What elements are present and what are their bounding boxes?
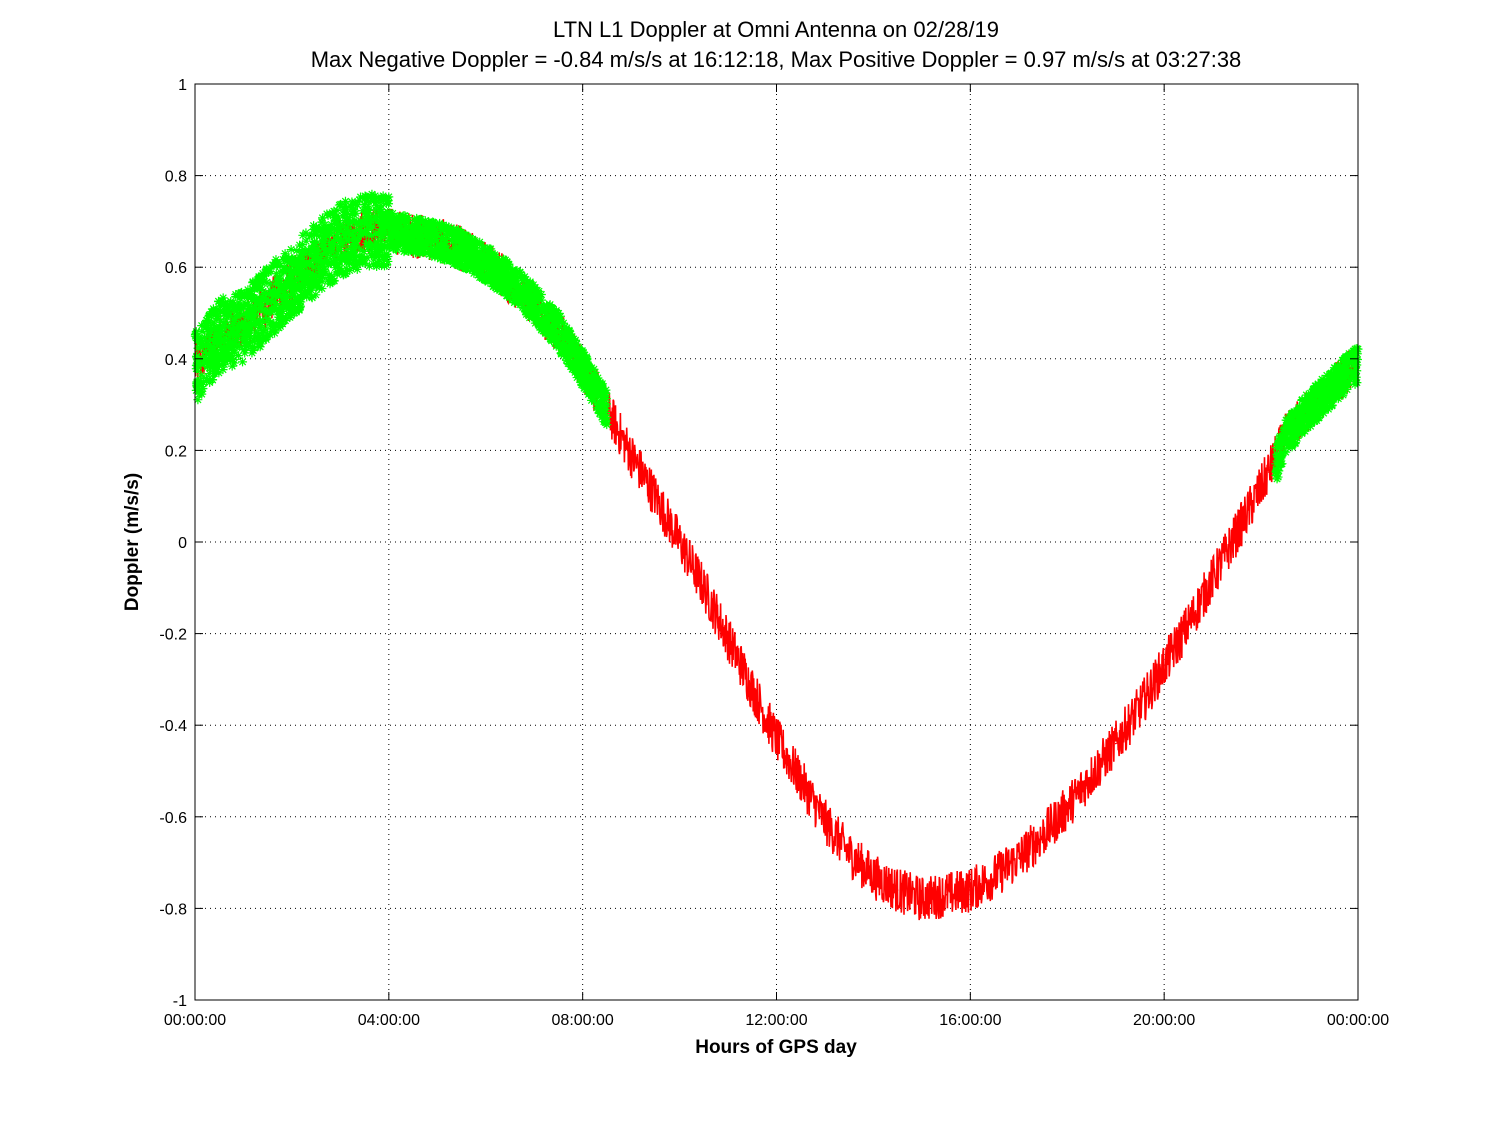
y-tick-label: -0.4 xyxy=(159,718,187,735)
chart-subtitle: Max Negative Doppler = -0.84 m/s/s at 16… xyxy=(311,47,1242,72)
data-point xyxy=(775,738,778,740)
series-1 xyxy=(190,189,612,430)
data-point xyxy=(678,541,681,543)
x-tick-label: 20:00:00 xyxy=(1133,1012,1195,1029)
data-point xyxy=(799,779,802,781)
data-point xyxy=(556,329,560,333)
axis-ticks: 00:00:00 04:00:00 08:00:00 12:00:00 16:00:00… xyxy=(159,77,1389,1029)
data-point xyxy=(630,454,632,456)
data-point xyxy=(945,893,947,896)
data-point xyxy=(1308,407,1312,411)
data-point xyxy=(824,820,826,823)
data-point xyxy=(435,238,439,242)
data-point xyxy=(993,875,996,878)
data-point xyxy=(703,587,705,589)
data-point xyxy=(1017,857,1020,859)
data-point xyxy=(314,256,318,260)
data-point xyxy=(1114,742,1117,745)
data-point xyxy=(1283,435,1287,439)
data-point xyxy=(290,279,294,283)
y-axis-label: Doppler (m/s/s) xyxy=(122,473,143,611)
data-point xyxy=(338,238,342,242)
series-2 xyxy=(1271,344,1363,484)
data-point xyxy=(217,334,221,338)
data-point xyxy=(1042,834,1044,836)
data-point xyxy=(1236,532,1238,534)
data-point xyxy=(508,279,512,283)
data-point xyxy=(1139,706,1141,708)
x-tick-label: 00:00:00 xyxy=(1327,1012,1389,1029)
data-point xyxy=(848,852,850,855)
data-point xyxy=(460,247,464,251)
data-point xyxy=(1187,623,1190,626)
data-point xyxy=(1211,577,1214,580)
y-tick-label: -1 xyxy=(173,993,187,1010)
data-point xyxy=(532,302,536,306)
doppler-star-markers xyxy=(190,189,612,430)
data-point xyxy=(266,302,270,306)
y-tick-label: -0.8 xyxy=(159,901,187,918)
y-tick-label: 0.4 xyxy=(165,352,187,369)
x-axis-label: Hours of GPS day xyxy=(695,1037,857,1058)
data-point xyxy=(411,233,415,237)
data-point xyxy=(581,366,585,370)
doppler-star-markers xyxy=(1271,344,1363,484)
x-tick-label: 08:00:00 xyxy=(552,1012,614,1029)
x-tick-label: 00:00:00 xyxy=(164,1012,226,1029)
data-point xyxy=(363,229,367,233)
y-tick-label: 0.6 xyxy=(165,260,187,277)
data-point xyxy=(896,889,899,891)
data-point xyxy=(727,637,729,639)
data-point xyxy=(654,495,657,498)
data-point xyxy=(751,687,754,690)
data-point xyxy=(605,407,609,411)
x-tick-label: 12:00:00 xyxy=(745,1012,807,1029)
y-tick-label: -0.2 xyxy=(159,627,187,644)
data-point xyxy=(969,889,972,891)
series-layer xyxy=(190,189,1363,921)
y-tick-label: 0.2 xyxy=(165,443,187,460)
y-tick-label: 0 xyxy=(178,535,187,552)
data-point xyxy=(1090,774,1093,777)
chart-title: LTN L1 Doppler at Omni Antenna on 02/28/… xyxy=(553,17,999,42)
data-point xyxy=(241,325,245,329)
y-tick-label: -0.6 xyxy=(159,810,187,827)
data-point xyxy=(872,875,875,878)
data-point xyxy=(387,229,391,233)
data-point xyxy=(1332,384,1336,388)
x-tick-label: 16:00:00 xyxy=(939,1012,1001,1029)
data-point xyxy=(484,261,488,265)
x-tick-label: 04:00:00 xyxy=(358,1012,420,1029)
y-tick-label: 0.8 xyxy=(165,169,187,186)
y-tick-label: 1 xyxy=(178,77,187,94)
data-point xyxy=(921,898,923,901)
data-point xyxy=(1066,806,1069,809)
data-point xyxy=(1163,664,1165,667)
data-point xyxy=(1274,467,1278,471)
data-point xyxy=(1260,486,1262,488)
